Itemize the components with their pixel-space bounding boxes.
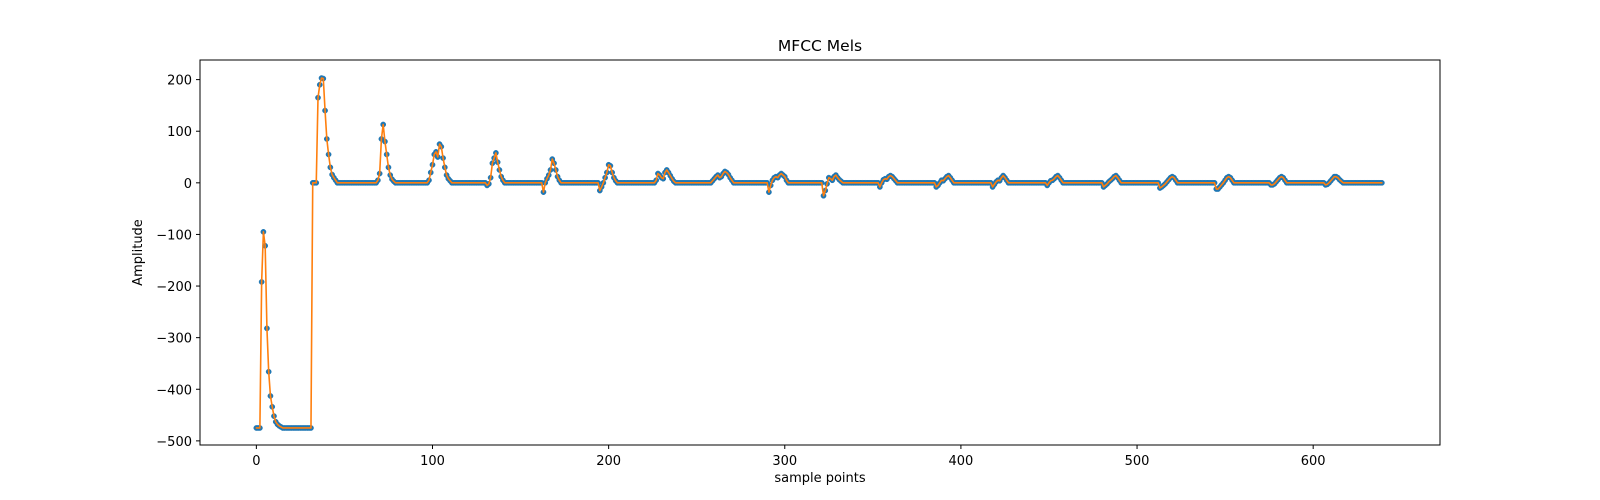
x-tick-label: 200 [596, 454, 621, 469]
y-tick-label: −300 [156, 332, 192, 347]
tick-layer: 0 100 200 300 400 500 600 −500 −400 −300 −200 −100 0… [156, 74, 1325, 469]
y-tick-label: −500 [156, 435, 192, 450]
chart-title: MFCC Mels [778, 37, 862, 55]
x-tick-label: 0 [252, 454, 260, 469]
x-tick-label: 100 [420, 454, 445, 469]
y-tick-label: −200 [156, 280, 192, 295]
x-tick-label: 600 [1301, 454, 1326, 469]
x-axis-title: sample points [774, 471, 866, 486]
series-line [255, 77, 1383, 429]
plot-layer [253, 75, 1385, 431]
y-tick-label: −100 [156, 228, 192, 243]
x-tick-label: 300 [772, 454, 797, 469]
plot-frame [199, 59, 1441, 446]
y-tick-label: 0 [184, 177, 192, 192]
y-tick-label: −400 [156, 383, 192, 398]
x-tick-label: 400 [948, 454, 973, 469]
x-tick-label: 500 [1125, 454, 1150, 469]
y-axis-title: Amplitude [131, 219, 146, 286]
y-tick-label: 200 [167, 74, 192, 89]
y-tick-label: 100 [167, 125, 192, 140]
